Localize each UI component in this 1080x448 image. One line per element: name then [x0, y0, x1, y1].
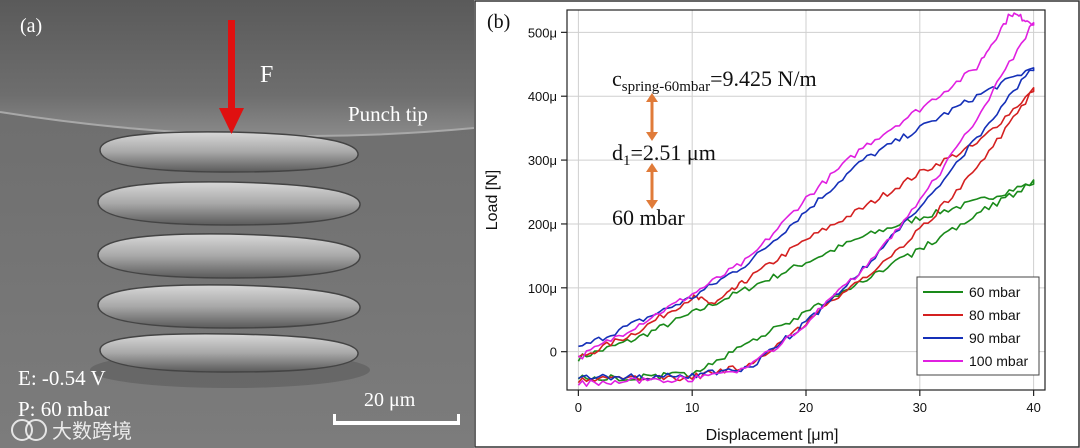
watermark: 大数跨境 [11, 419, 132, 443]
y-tick-label: 300μ [528, 153, 557, 168]
double-arrow-upper [646, 93, 658, 141]
pressure-annotation: 60 mbar [612, 205, 685, 230]
legend-label: 100 mbar [969, 353, 1028, 369]
y-tick-label: 500μ [528, 25, 557, 40]
scale-bar-label: 20 μm [364, 389, 416, 411]
sem-image-panel: (a) F Punch tip E: -0.54 V P: 60 mbar 20… [0, 0, 474, 448]
spring-coils [97, 131, 361, 373]
spring-symbol: c [612, 66, 622, 91]
series-line-3 [578, 67, 1035, 381]
spring-constant-annotation: cspring-60mbar=9.425 N/m [612, 66, 817, 95]
x-tick-label: 0 [575, 400, 582, 415]
legend-label: 60 mbar [969, 284, 1021, 300]
force-arrow [219, 20, 244, 134]
watermark-text: 大数跨境 [52, 420, 132, 443]
scale-bar [333, 414, 460, 425]
d-symbol: d [612, 140, 623, 165]
axis-ticks: 0 100μ 200μ 300μ 400μ 500μ 0 10 20 30 40 [528, 25, 1041, 415]
punch-tip-label: Punch tip [348, 102, 428, 126]
potential-label: E: -0.54 V [18, 366, 106, 390]
y-tick-label: 0 [550, 345, 557, 360]
pressure-label: P: 60 mbar [18, 397, 110, 421]
spring-value: =9.425 N/m [710, 66, 817, 91]
svg-text:cspring-60mbar=9.425 N/m: cspring-60mbar=9.425 N/m [612, 66, 817, 95]
series-line-4 [577, 12, 1035, 387]
y-tick-label: 200μ [528, 217, 557, 232]
y-axis-label: Load [N] [484, 170, 501, 230]
series-lines [577, 12, 1035, 387]
legend: 60 mbar 80 mbar 90 mbar 100 mbar [916, 276, 1040, 376]
legend-label: 90 mbar [969, 330, 1021, 346]
x-tick-label: 10 [685, 400, 699, 415]
legend-label: 80 mbar [969, 307, 1021, 323]
panel-b-border [474, 0, 1080, 448]
x-tick-label: 30 [913, 400, 927, 415]
spring-subscript: spring-60mbar [622, 79, 710, 95]
d-value: =2.51 μm [631, 140, 716, 165]
y-tick-label: 400μ [528, 89, 557, 104]
d-subscript: 1 [623, 153, 631, 169]
load-displacement-chart: 0 100μ 200μ 300μ 400μ 500μ 0 10 20 30 40 (b) Displ… [474, 0, 1080, 448]
force-label: F [260, 62, 273, 88]
panel-a-label: (a) [20, 15, 42, 37]
x-tick-label: 20 [799, 400, 813, 415]
displacement-annotation: d1=2.51 μm [612, 140, 716, 169]
x-axis-label: Displacement [μm] [706, 427, 839, 444]
svg-text:d1=2.51 μm: d1=2.51 μm [612, 140, 716, 169]
panel-b-label: (b) [487, 11, 510, 33]
y-tick-label: 100μ [528, 281, 557, 296]
double-arrow-lower [646, 163, 658, 209]
x-tick-label: 40 [1026, 400, 1040, 415]
punch-tip-shape [0, 0, 474, 137]
series-line-1 [577, 179, 1035, 382]
